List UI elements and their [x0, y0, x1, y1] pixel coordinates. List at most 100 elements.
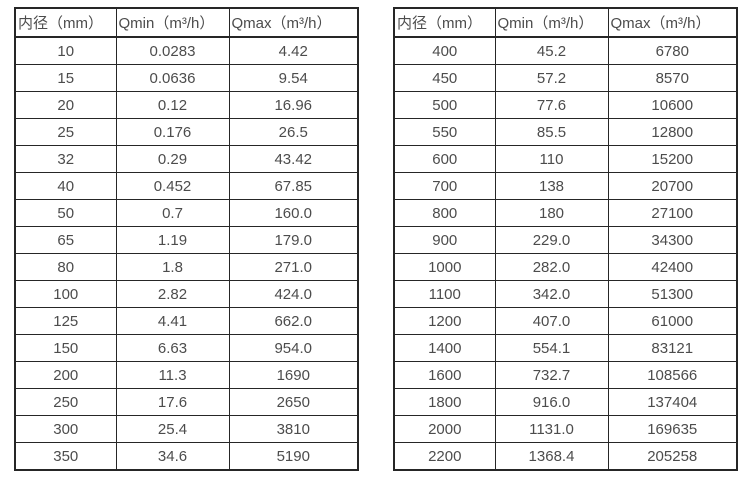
- table-cell: 150: [14, 334, 117, 362]
- table-cell: 108566: [607, 361, 738, 389]
- table-row: 500 77.6 10600: [393, 91, 738, 119]
- table-cell: 6.63: [115, 334, 230, 362]
- table-cell: 61000: [607, 307, 738, 335]
- table-cell: 554.1: [494, 334, 609, 362]
- table-row: 400 45.2 6780: [393, 36, 738, 65]
- table-cell: 137404: [607, 388, 738, 416]
- col-header-qmax: Qmax（m³/h）: [607, 7, 738, 38]
- table-row: 1800 916.0 137404: [393, 388, 738, 416]
- table-row: 32 0.29 43.42: [14, 145, 359, 173]
- table-row: 15 0.0636 9.54: [14, 64, 359, 92]
- table-cell: 954.0: [228, 334, 359, 362]
- table-cell: 732.7: [494, 361, 609, 389]
- table-cell: 85.5: [494, 118, 609, 146]
- table-cell: 800: [393, 199, 496, 227]
- table-cell: 110: [494, 145, 609, 173]
- table-cell: 3810: [228, 415, 359, 443]
- table-cell: 662.0: [228, 307, 359, 335]
- table-header-row: 内径（mm） Qmin（m³/h） Qmax（m³/h）: [14, 7, 359, 38]
- table-row: 550 85.5 12800: [393, 118, 738, 146]
- table-cell: 271.0: [228, 253, 359, 281]
- table-cell: 0.7: [115, 199, 230, 227]
- table-cell: 51300: [607, 280, 738, 308]
- table-row: 10 0.0283 4.42: [14, 36, 359, 65]
- table-cell: 342.0: [494, 280, 609, 308]
- table-row: 1400 554.1 83121: [393, 334, 738, 362]
- table-cell: 450: [393, 64, 496, 92]
- table-cell: 77.6: [494, 91, 609, 119]
- table-cell: 15: [14, 64, 117, 92]
- table-cell: 25: [14, 118, 117, 146]
- table-cell: 1200: [393, 307, 496, 335]
- table-row: 80 1.8 271.0: [14, 253, 359, 281]
- table-cell: 1131.0: [494, 415, 609, 443]
- table-cell: 424.0: [228, 280, 359, 308]
- table-cell: 0.0283: [115, 36, 230, 65]
- table-row: 25 0.176 26.5: [14, 118, 359, 146]
- table-cell: 407.0: [494, 307, 609, 335]
- col-header-qmax: Qmax（m³/h）: [228, 7, 359, 38]
- table-row: 250 17.6 2650: [14, 388, 359, 416]
- table-cell: 350: [14, 442, 117, 471]
- col-header-qmin: Qmin（m³/h）: [494, 7, 609, 38]
- table-cell: 40: [14, 172, 117, 200]
- table-cell: 0.29: [115, 145, 230, 173]
- flow-table-small-diameters: 内径（mm） Qmin（m³/h） Qmax（m³/h） 10 0.0283 4.4…: [14, 7, 359, 471]
- table-cell: 8570: [607, 64, 738, 92]
- table-header-row: 内径（mm） Qmin（m³/h） Qmax（m³/h）: [393, 7, 738, 38]
- table-cell: 1.8: [115, 253, 230, 281]
- table-cell: 0.12: [115, 91, 230, 119]
- table-cell: 0.0636: [115, 64, 230, 92]
- table-cell: 9.54: [228, 64, 359, 92]
- table-cell: 125: [14, 307, 117, 335]
- table-cell: 300: [14, 415, 117, 443]
- flow-table-large-diameters: 内径（mm） Qmin（m³/h） Qmax（m³/h） 400 45.2 6780…: [393, 7, 738, 471]
- table-cell: 34300: [607, 226, 738, 254]
- table-cell: 2650: [228, 388, 359, 416]
- table-cell: 4.42: [228, 36, 359, 65]
- table-cell: 550: [393, 118, 496, 146]
- table-row: 1200 407.0 61000: [393, 307, 738, 335]
- table-cell: 5190: [228, 442, 359, 471]
- table-cell: 83121: [607, 334, 738, 362]
- table-cell: 20700: [607, 172, 738, 200]
- table-cell: 0.452: [115, 172, 230, 200]
- table-cell: 43.42: [228, 145, 359, 173]
- table-cell: 1.19: [115, 226, 230, 254]
- table-row: 1600 732.7 108566: [393, 361, 738, 389]
- table-cell: 250: [14, 388, 117, 416]
- table-row: 125 4.41 662.0: [14, 307, 359, 335]
- table-row: 900 229.0 34300: [393, 226, 738, 254]
- table-cell: 1368.4: [494, 442, 609, 471]
- table-cell: 282.0: [494, 253, 609, 281]
- col-header-diameter: 内径（mm）: [393, 7, 496, 38]
- table-cell: 600: [393, 145, 496, 173]
- table-cell: 27100: [607, 199, 738, 227]
- table-row: 40 0.452 67.85: [14, 172, 359, 200]
- table-cell: 180: [494, 199, 609, 227]
- table-row: 100 2.82 424.0: [14, 280, 359, 308]
- table-row: 450 57.2 8570: [393, 64, 738, 92]
- table-cell: 160.0: [228, 199, 359, 227]
- table-cell: 229.0: [494, 226, 609, 254]
- table-cell: 400: [393, 36, 496, 65]
- table-cell: 169635: [607, 415, 738, 443]
- table-cell: 10600: [607, 91, 738, 119]
- table-cell: 200: [14, 361, 117, 389]
- table-row: 200 11.3 1690: [14, 361, 359, 389]
- table-cell: 26.5: [228, 118, 359, 146]
- table-cell: 80: [14, 253, 117, 281]
- table-row: 20 0.12 16.96: [14, 91, 359, 119]
- table-cell: 16.96: [228, 91, 359, 119]
- table-cell: 138: [494, 172, 609, 200]
- table-cell: 10: [14, 36, 117, 65]
- table-row: 2000 1131.0 169635: [393, 415, 738, 443]
- table-row: 700 138 20700: [393, 172, 738, 200]
- table-row: 350 34.6 5190: [14, 442, 359, 471]
- table-row: 65 1.19 179.0: [14, 226, 359, 254]
- table-cell: 1400: [393, 334, 496, 362]
- table-cell: 11.3: [115, 361, 230, 389]
- table-cell: 205258: [607, 442, 738, 471]
- table-cell: 1600: [393, 361, 496, 389]
